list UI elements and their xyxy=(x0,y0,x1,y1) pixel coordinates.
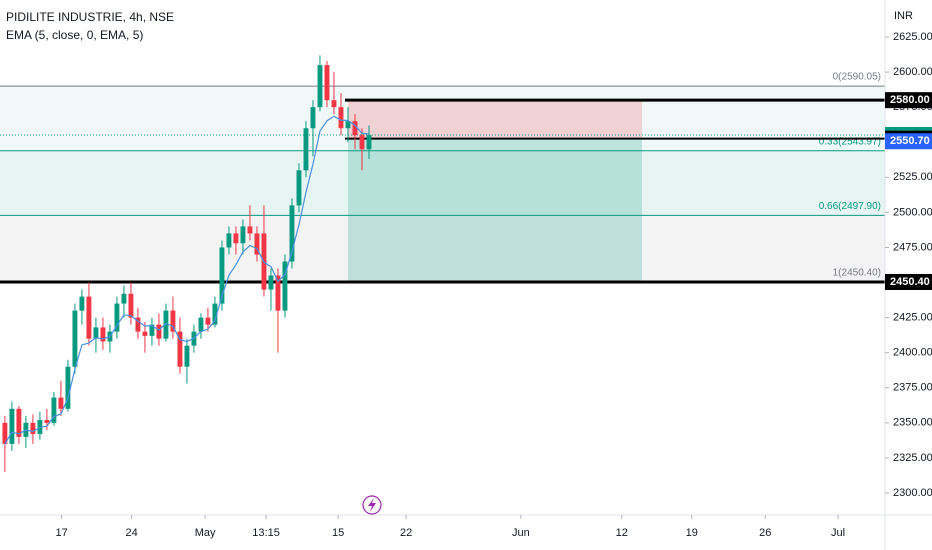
candle-body xyxy=(331,100,337,108)
x-tick-label: Jul xyxy=(831,527,845,539)
candle-body xyxy=(100,327,106,342)
x-tick-label: 24 xyxy=(126,527,138,539)
position-target-zone xyxy=(347,138,643,282)
candle-body xyxy=(338,107,344,129)
fib-band xyxy=(0,86,885,151)
candle-body xyxy=(352,121,358,136)
x-tick-label: 26 xyxy=(759,527,771,539)
price-label: 2550.70 xyxy=(890,135,930,147)
candle-body xyxy=(205,317,211,325)
candle-body xyxy=(177,331,183,367)
price-label-box xyxy=(885,133,932,150)
fib-label: 1(2450.40) xyxy=(833,268,881,279)
candle-body xyxy=(128,293,134,318)
candle-body xyxy=(121,293,127,304)
candle-body xyxy=(310,107,316,129)
position-stop-zone xyxy=(347,100,643,139)
candle-body xyxy=(149,324,155,336)
event-icon[interactable] xyxy=(362,495,382,515)
candle-body xyxy=(268,275,274,290)
fib-band xyxy=(0,215,885,282)
indicator-label: EMA (5, close, 0, EMA, 5) xyxy=(6,28,143,42)
candle-body xyxy=(142,331,148,336)
y-tick-label: 2625.00 xyxy=(893,31,932,43)
candle-body xyxy=(135,317,141,332)
ema-line xyxy=(4,115,370,445)
candle-body xyxy=(247,226,253,234)
fib-label: 0.33(2543.97) xyxy=(819,136,881,147)
candle-body xyxy=(289,205,295,262)
candle-body xyxy=(72,310,78,367)
candle-body xyxy=(170,310,176,332)
y-tick-label: 2325.00 xyxy=(893,452,932,464)
candle-body xyxy=(51,397,57,423)
price-label: 2450.40 xyxy=(890,276,930,288)
x-tick-label: Jun xyxy=(512,527,530,539)
y-tick-label: 2400.00 xyxy=(893,347,932,359)
candle-body xyxy=(9,408,15,444)
candle-body xyxy=(86,296,92,339)
y-tick-label: 2300.00 xyxy=(893,487,932,499)
y-tick-label: 2475.00 xyxy=(893,241,932,253)
candle-body xyxy=(317,65,323,108)
candle-body xyxy=(359,135,365,150)
candle-body xyxy=(275,275,281,311)
candle-body xyxy=(30,422,36,435)
candle-body xyxy=(58,397,64,409)
candle-body xyxy=(79,296,85,311)
candle-body xyxy=(16,408,22,437)
chart-title: PIDILITE INDUSTRIE, 4h, NSE xyxy=(6,10,174,24)
price-label-box xyxy=(885,273,932,290)
candle-body xyxy=(345,121,351,129)
candle-body xyxy=(198,317,204,332)
candle-body xyxy=(219,247,225,304)
y-tick-label: 2375.00 xyxy=(893,382,932,394)
candle-body xyxy=(324,65,330,101)
candle-body xyxy=(93,327,99,339)
y-tick-label: 2500.00 xyxy=(893,206,932,218)
fib-label: 0(2590.05) xyxy=(833,72,881,83)
x-tick-label: 13:15 xyxy=(252,527,280,539)
price-label: 2580.00 xyxy=(890,94,930,106)
fib-label: 0.66(2497.90) xyxy=(819,201,881,212)
candle-body xyxy=(114,303,120,332)
candle-body xyxy=(65,366,71,409)
x-tick-label: May xyxy=(195,527,216,539)
candle-body xyxy=(233,233,239,244)
x-tick-label: 15 xyxy=(332,527,344,539)
fib-band xyxy=(0,150,885,216)
candle-body xyxy=(2,422,8,444)
candle-body xyxy=(254,233,260,255)
price-label-box xyxy=(885,92,932,109)
x-tick-label: 22 xyxy=(400,527,412,539)
candle-body xyxy=(44,420,50,423)
candle-body xyxy=(240,226,246,244)
candle-body xyxy=(366,134,372,150)
x-tick-label: 17 xyxy=(55,527,67,539)
candle-body xyxy=(156,324,162,339)
candle-body xyxy=(212,303,218,325)
candle-body xyxy=(296,170,302,206)
y-tick-label: 2425.00 xyxy=(893,312,932,324)
event-bolt[interactable] xyxy=(368,498,376,512)
y-tick-label: 2600.00 xyxy=(893,66,932,78)
candle-body xyxy=(303,128,309,171)
x-tick-label: 12 xyxy=(616,527,628,539)
y-tick-label: 2350.00 xyxy=(893,417,932,429)
candle-body xyxy=(163,310,169,339)
currency: INR xyxy=(894,10,913,22)
x-tick-label: 19 xyxy=(686,527,698,539)
plot-area: 0(2590.05) 0.33(2543.97) 0.66(2497.90) 1(24… xyxy=(0,55,885,472)
candle-body xyxy=(282,261,288,311)
candle-body xyxy=(226,233,232,248)
candle-body xyxy=(184,345,190,367)
y-tick-label: 2525.00 xyxy=(893,171,932,183)
